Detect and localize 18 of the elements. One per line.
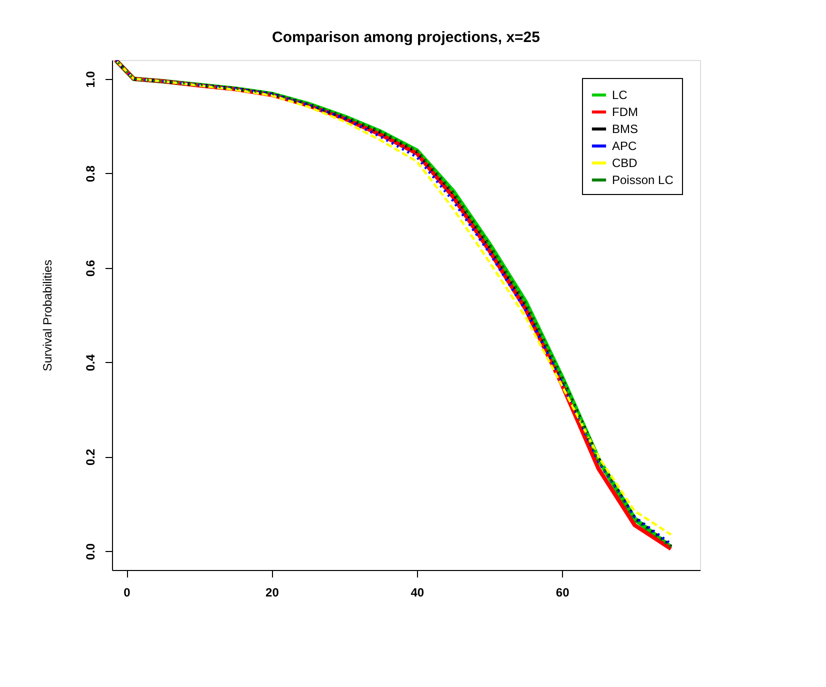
x-tick-label: 40 bbox=[410, 586, 424, 600]
legend-label: FDM bbox=[612, 105, 638, 119]
y-tick-label: 0.2 bbox=[84, 448, 98, 466]
legend-label: LC bbox=[612, 88, 628, 102]
legend-label: Poisson LC bbox=[612, 173, 674, 187]
y-tick-label: 0.6 bbox=[84, 260, 98, 277]
y-tick-label: 1.0 bbox=[84, 70, 98, 88]
legend-label: CBD bbox=[612, 156, 638, 170]
y-tick-label: 0.8 bbox=[84, 165, 98, 182]
x-tick-label: 20 bbox=[266, 586, 280, 600]
y-tick-label: 0.4 bbox=[84, 354, 98, 372]
legend-label: BMS bbox=[612, 122, 638, 136]
y-tick-label: 0.0 bbox=[84, 542, 98, 560]
x-tick-label: 0 bbox=[124, 586, 131, 600]
legend-label: APC bbox=[612, 139, 638, 153]
x-tick-label: 60 bbox=[556, 586, 570, 600]
y-axis-title: Survival Probabilities bbox=[40, 260, 54, 372]
chart-title: Comparison among projections, x=25 bbox=[272, 29, 540, 46]
